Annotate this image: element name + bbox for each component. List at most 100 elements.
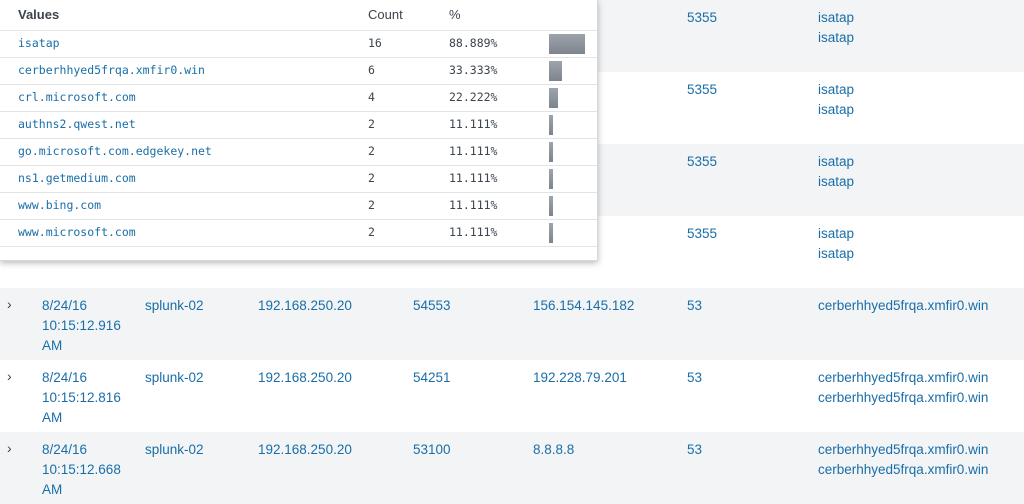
- dest-port-value-line[interactable]: 5355: [687, 226, 718, 241]
- src-port-value[interactable]: 54251: [413, 368, 451, 388]
- host-value-line[interactable]: splunk-02: [145, 442, 204, 457]
- query-value[interactable]: isatap isatap: [818, 152, 854, 192]
- query-value[interactable]: cerberhhyed5frqa.xmfir0.win cerberhhyed5f…: [818, 368, 988, 408]
- event-time-line[interactable]: 8/24/16: [42, 370, 88, 385]
- event-time-line[interactable]: 8/24/16: [42, 442, 88, 457]
- src-ip-value[interactable]: 192.168.250.20: [258, 440, 352, 460]
- dest-port-value[interactable]: 53: [687, 296, 702, 316]
- dest-port-value-line[interactable]: 53: [687, 370, 703, 385]
- dest-ip-value[interactable]: 8.8.8.8: [533, 440, 574, 460]
- src-port-value-line[interactable]: 54251: [413, 370, 451, 385]
- field-value-link[interactable]: isatap: [18, 36, 60, 50]
- percent-column-header[interactable]: %: [449, 7, 461, 22]
- host-value[interactable]: splunk-02: [145, 440, 204, 460]
- query-value-line[interactable]: isatap: [818, 10, 855, 25]
- dest-port-value[interactable]: 5355: [687, 8, 717, 28]
- dest-port-value-line[interactable]: 53: [687, 298, 703, 313]
- query-value-line[interactable]: cerberhhyed5frqa.xmfir0.win: [818, 390, 989, 405]
- dest-ip-value-line[interactable]: 192.228.79.201: [533, 370, 627, 385]
- event-time-line[interactable]: AM: [42, 410, 63, 425]
- event-time-line[interactable]: AM: [42, 338, 63, 353]
- src-port-value-line[interactable]: 53100: [413, 442, 451, 457]
- event-time[interactable]: 8/24/16 10:15:12.916 AM: [42, 296, 121, 356]
- src-ip-value[interactable]: 192.168.250.20: [258, 368, 352, 388]
- expand-row-icon[interactable]: ›: [7, 296, 12, 312]
- field-value-link[interactable]: ns1.getmedium.com: [18, 171, 136, 185]
- query-value-line[interactable]: cerberhhyed5frqa.xmfir0.win: [818, 462, 989, 477]
- value-row[interactable]: crl.microsoft.com 4 22.222%: [0, 84, 597, 112]
- dest-port-value[interactable]: 53: [687, 440, 702, 460]
- dest-port-value-line[interactable]: 5355: [687, 10, 718, 25]
- count-column-header[interactable]: Count: [368, 7, 403, 22]
- dest-port-value-line[interactable]: 53: [687, 442, 703, 457]
- dest-port-value[interactable]: 53: [687, 368, 702, 388]
- host-value-line[interactable]: splunk-02: [145, 370, 204, 385]
- dest-ip-value[interactable]: 156.154.145.182: [533, 296, 634, 316]
- query-value-line[interactable]: isatap: [818, 154, 855, 169]
- event-time-line[interactable]: 10:15:12.916: [42, 318, 121, 333]
- query-value-line[interactable]: isatap: [818, 174, 855, 189]
- query-value-line[interactable]: isatap: [818, 226, 855, 241]
- field-value-link[interactable]: crl.microsoft.com: [18, 90, 136, 104]
- host-value[interactable]: splunk-02: [145, 368, 204, 388]
- value-row[interactable]: www.bing.com 2 11.111%: [0, 192, 597, 220]
- event-row: › 8/24/16 10:15:12.668 AM splunk-02 192.168.2…: [0, 432, 1024, 504]
- expand-row-icon[interactable]: ›: [7, 440, 12, 456]
- query-value-line[interactable]: cerberhhyed5frqa.xmfir0.win: [818, 370, 989, 385]
- value-percent: 88.889%: [449, 36, 498, 50]
- dest-port-value[interactable]: 5355: [687, 224, 717, 244]
- dest-ip-value[interactable]: 192.228.79.201: [533, 368, 627, 388]
- host-value[interactable]: splunk-02: [145, 296, 204, 316]
- field-value-link[interactable]: cerberhhyed5frqa.xmfir0.win: [18, 63, 205, 77]
- query-value-line[interactable]: cerberhhyed5frqa.xmfir0.win: [818, 298, 989, 313]
- query-value[interactable]: isatap isatap: [818, 224, 854, 264]
- src-ip-value-line[interactable]: 192.168.250.20: [258, 298, 352, 313]
- src-port-value[interactable]: 53100: [413, 440, 451, 460]
- dest-ip-value-line[interactable]: 8.8.8.8: [533, 442, 575, 457]
- value-row[interactable]: cerberhhyed5frqa.xmfir0.win 6 33.333%: [0, 57, 597, 85]
- event-time[interactable]: 8/24/16 10:15:12.668 AM: [42, 440, 121, 500]
- percent-bar: [549, 115, 553, 135]
- dest-port-value[interactable]: 5355: [687, 152, 717, 172]
- event-time-line[interactable]: 8/24/16: [42, 298, 88, 313]
- field-value-link[interactable]: www.bing.com: [18, 198, 102, 212]
- query-value[interactable]: cerberhhyed5frqa.xmfir0.win: [818, 296, 988, 316]
- query-value-line[interactable]: isatap: [818, 246, 855, 261]
- percent-bar: [549, 88, 558, 108]
- expand-row-icon[interactable]: ›: [7, 368, 12, 384]
- dest-port-value[interactable]: 5355: [687, 80, 717, 100]
- src-port-value[interactable]: 54553: [413, 296, 451, 316]
- query-value-line[interactable]: isatap: [818, 30, 855, 45]
- value-row[interactable]: isatap 16 88.889%: [0, 30, 597, 58]
- value-percent: 33.333%: [449, 63, 498, 77]
- value-row[interactable]: go.microsoft.com.edgekey.net 2 11.111%: [0, 138, 597, 166]
- dest-ip-value-line[interactable]: 156.154.145.182: [533, 298, 635, 313]
- query-value-line[interactable]: cerberhhyed5frqa.xmfir0.win: [818, 442, 989, 457]
- src-ip-value-line[interactable]: 192.168.250.20: [258, 442, 352, 457]
- dest-port-value-line[interactable]: 5355: [687, 154, 718, 169]
- event-time-line[interactable]: AM: [42, 482, 63, 497]
- value-row[interactable]: ns1.getmedium.com 2 11.111%: [0, 165, 597, 193]
- src-ip-value[interactable]: 192.168.250.20: [258, 296, 352, 316]
- values-column-header[interactable]: Values: [18, 7, 60, 22]
- query-value-line[interactable]: isatap: [818, 102, 855, 117]
- value-row[interactable]: www.microsoft.com 2 11.111%: [0, 219, 597, 247]
- event-time-line[interactable]: 10:15:12.668: [42, 462, 121, 477]
- value-count: 16: [368, 36, 382, 50]
- field-value-link[interactable]: authns2.qwest.net: [18, 117, 136, 131]
- src-port-value-line[interactable]: 54553: [413, 298, 451, 313]
- dest-port-value-line[interactable]: 5355: [687, 82, 718, 97]
- percent-bar: [549, 61, 562, 81]
- event-time[interactable]: 8/24/16 10:15:12.816 AM: [42, 368, 121, 428]
- query-value-line[interactable]: isatap: [818, 82, 855, 97]
- query-value[interactable]: cerberhhyed5frqa.xmfir0.win cerberhhyed5f…: [818, 440, 988, 480]
- query-value[interactable]: isatap isatap: [818, 8, 854, 48]
- event-time-line[interactable]: 10:15:12.816: [42, 390, 121, 405]
- query-value[interactable]: isatap isatap: [818, 80, 854, 120]
- field-value-link[interactable]: go.microsoft.com.edgekey.net: [18, 144, 212, 158]
- host-value-line[interactable]: splunk-02: [145, 298, 204, 313]
- src-ip-value-line[interactable]: 192.168.250.20: [258, 370, 352, 385]
- field-value-link[interactable]: www.microsoft.com: [18, 225, 136, 239]
- value-count: 6: [368, 63, 375, 77]
- value-row[interactable]: authns2.qwest.net 2 11.111%: [0, 111, 597, 139]
